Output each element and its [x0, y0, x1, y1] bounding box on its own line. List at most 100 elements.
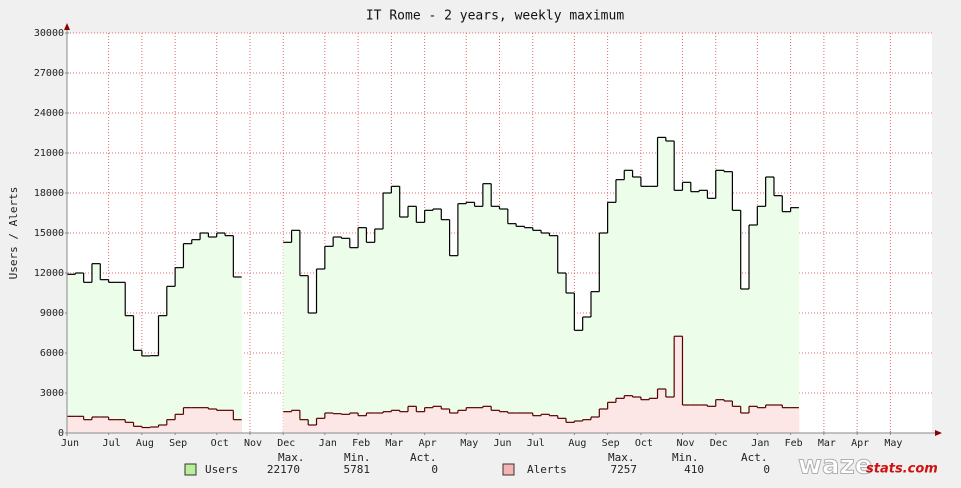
area-step	[657, 389, 667, 433]
area-step	[67, 274, 76, 433]
area-step	[408, 406, 417, 433]
area-step	[574, 330, 583, 433]
y-tick-label: 12000	[34, 268, 64, 279]
area-step	[424, 210, 434, 433]
area-step	[158, 315, 168, 433]
area-step	[449, 255, 459, 433]
area-step	[75, 416, 84, 433]
y-tick-label: 30000	[34, 28, 64, 39]
area-step	[183, 243, 193, 433]
area-step	[491, 410, 500, 433]
area-step	[566, 422, 575, 433]
x-tick-label: Mar	[385, 438, 403, 449]
y-tick-label: 21000	[34, 148, 64, 159]
area-step	[216, 233, 226, 433]
area-step	[541, 233, 550, 433]
legend-stat-header: Act.	[410, 451, 437, 464]
area-step	[590, 291, 600, 433]
legend-label: Users	[205, 463, 238, 476]
area-step	[532, 230, 542, 433]
logo: stats.com	[866, 462, 938, 477]
area-step	[782, 211, 791, 433]
area-step	[75, 273, 84, 433]
area-step	[383, 193, 392, 433]
area-step	[349, 247, 359, 433]
area-step	[341, 414, 351, 433]
area-step	[83, 419, 93, 433]
axis-arrow	[64, 23, 70, 30]
area-step	[91, 263, 101, 433]
area-step	[582, 317, 592, 433]
legend-stat-header: Min.	[672, 451, 699, 464]
legend-stat-value: 0	[431, 463, 438, 476]
area-step	[141, 355, 151, 433]
area-step	[133, 350, 143, 433]
area-step	[125, 422, 134, 433]
area-step	[482, 183, 492, 433]
area-step	[83, 282, 93, 433]
area-step	[283, 242, 292, 433]
area-step	[216, 410, 226, 433]
area-step	[374, 229, 384, 433]
area-step	[740, 289, 750, 433]
area-step	[441, 219, 450, 433]
area-step	[757, 407, 766, 433]
area-step	[408, 206, 417, 433]
area-step	[624, 395, 633, 433]
x-tick-label: Nov	[244, 438, 262, 449]
x-tick-label: Jun	[493, 438, 511, 449]
legend-stat-header: Min.	[344, 451, 371, 464]
area-step	[557, 418, 567, 433]
area-step	[499, 209, 509, 433]
area-step	[366, 413, 376, 433]
legend-stat-value: 22170	[267, 463, 300, 476]
x-tick-label: Mar	[818, 438, 836, 449]
area-step	[432, 406, 442, 433]
area-step	[333, 237, 342, 433]
legend-stat-value: 5781	[344, 463, 371, 476]
x-tick-label: Sep	[169, 438, 187, 449]
legend-swatch	[184, 463, 197, 476]
area-step	[740, 413, 750, 433]
legend-stat-value: 0	[763, 463, 770, 476]
x-tick-label: Dec	[710, 438, 728, 449]
area-step	[366, 242, 376, 433]
area-step	[782, 407, 791, 433]
area-step	[191, 239, 201, 433]
area-step	[225, 410, 234, 433]
area-step	[690, 191, 700, 433]
area-step	[441, 409, 450, 433]
x-tick-label: Jan	[319, 438, 337, 449]
area-step	[457, 410, 467, 433]
x-tick-label: May	[460, 438, 478, 449]
area-step	[574, 421, 583, 433]
area-step	[507, 413, 517, 433]
area-step	[374, 413, 384, 433]
area-step	[499, 411, 509, 433]
legend-stat-header: Max.	[278, 451, 305, 464]
area-step	[674, 190, 683, 433]
area-step	[773, 195, 783, 433]
area-step	[108, 282, 118, 433]
area-step	[615, 179, 625, 433]
legend-stat-value: 7257	[611, 463, 638, 476]
area-step	[632, 397, 642, 433]
area-step	[341, 238, 351, 433]
y-tick-label: 6000	[40, 348, 64, 359]
area-step	[632, 177, 642, 433]
area-step	[399, 217, 409, 433]
area-step	[116, 282, 126, 433]
area-step	[724, 401, 733, 433]
axis-arrow	[935, 430, 942, 436]
area-step	[416, 411, 425, 433]
area-step	[491, 206, 500, 433]
area-step	[541, 414, 550, 433]
area-step	[91, 417, 101, 433]
area-step	[665, 141, 675, 433]
area-step	[682, 405, 692, 433]
area-step	[715, 399, 725, 433]
y-tick-label: 3000	[40, 388, 64, 399]
area-step	[624, 170, 633, 434]
x-tick-label: Oct	[211, 438, 229, 449]
x-tick-label: Sep	[602, 438, 620, 449]
